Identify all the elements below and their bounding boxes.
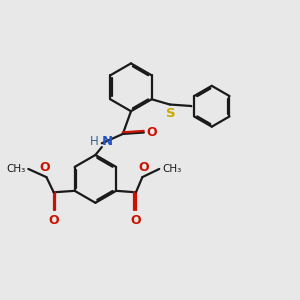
Text: N: N (102, 135, 113, 148)
Text: CH₃: CH₃ (162, 164, 182, 174)
Text: H: H (90, 135, 98, 148)
Text: O: O (48, 214, 59, 227)
Text: O: O (147, 126, 158, 139)
Text: O: O (130, 214, 141, 227)
Text: O: O (139, 161, 149, 174)
Text: O: O (40, 161, 50, 174)
Text: CH₃: CH₃ (6, 164, 26, 174)
Text: S: S (166, 107, 175, 120)
